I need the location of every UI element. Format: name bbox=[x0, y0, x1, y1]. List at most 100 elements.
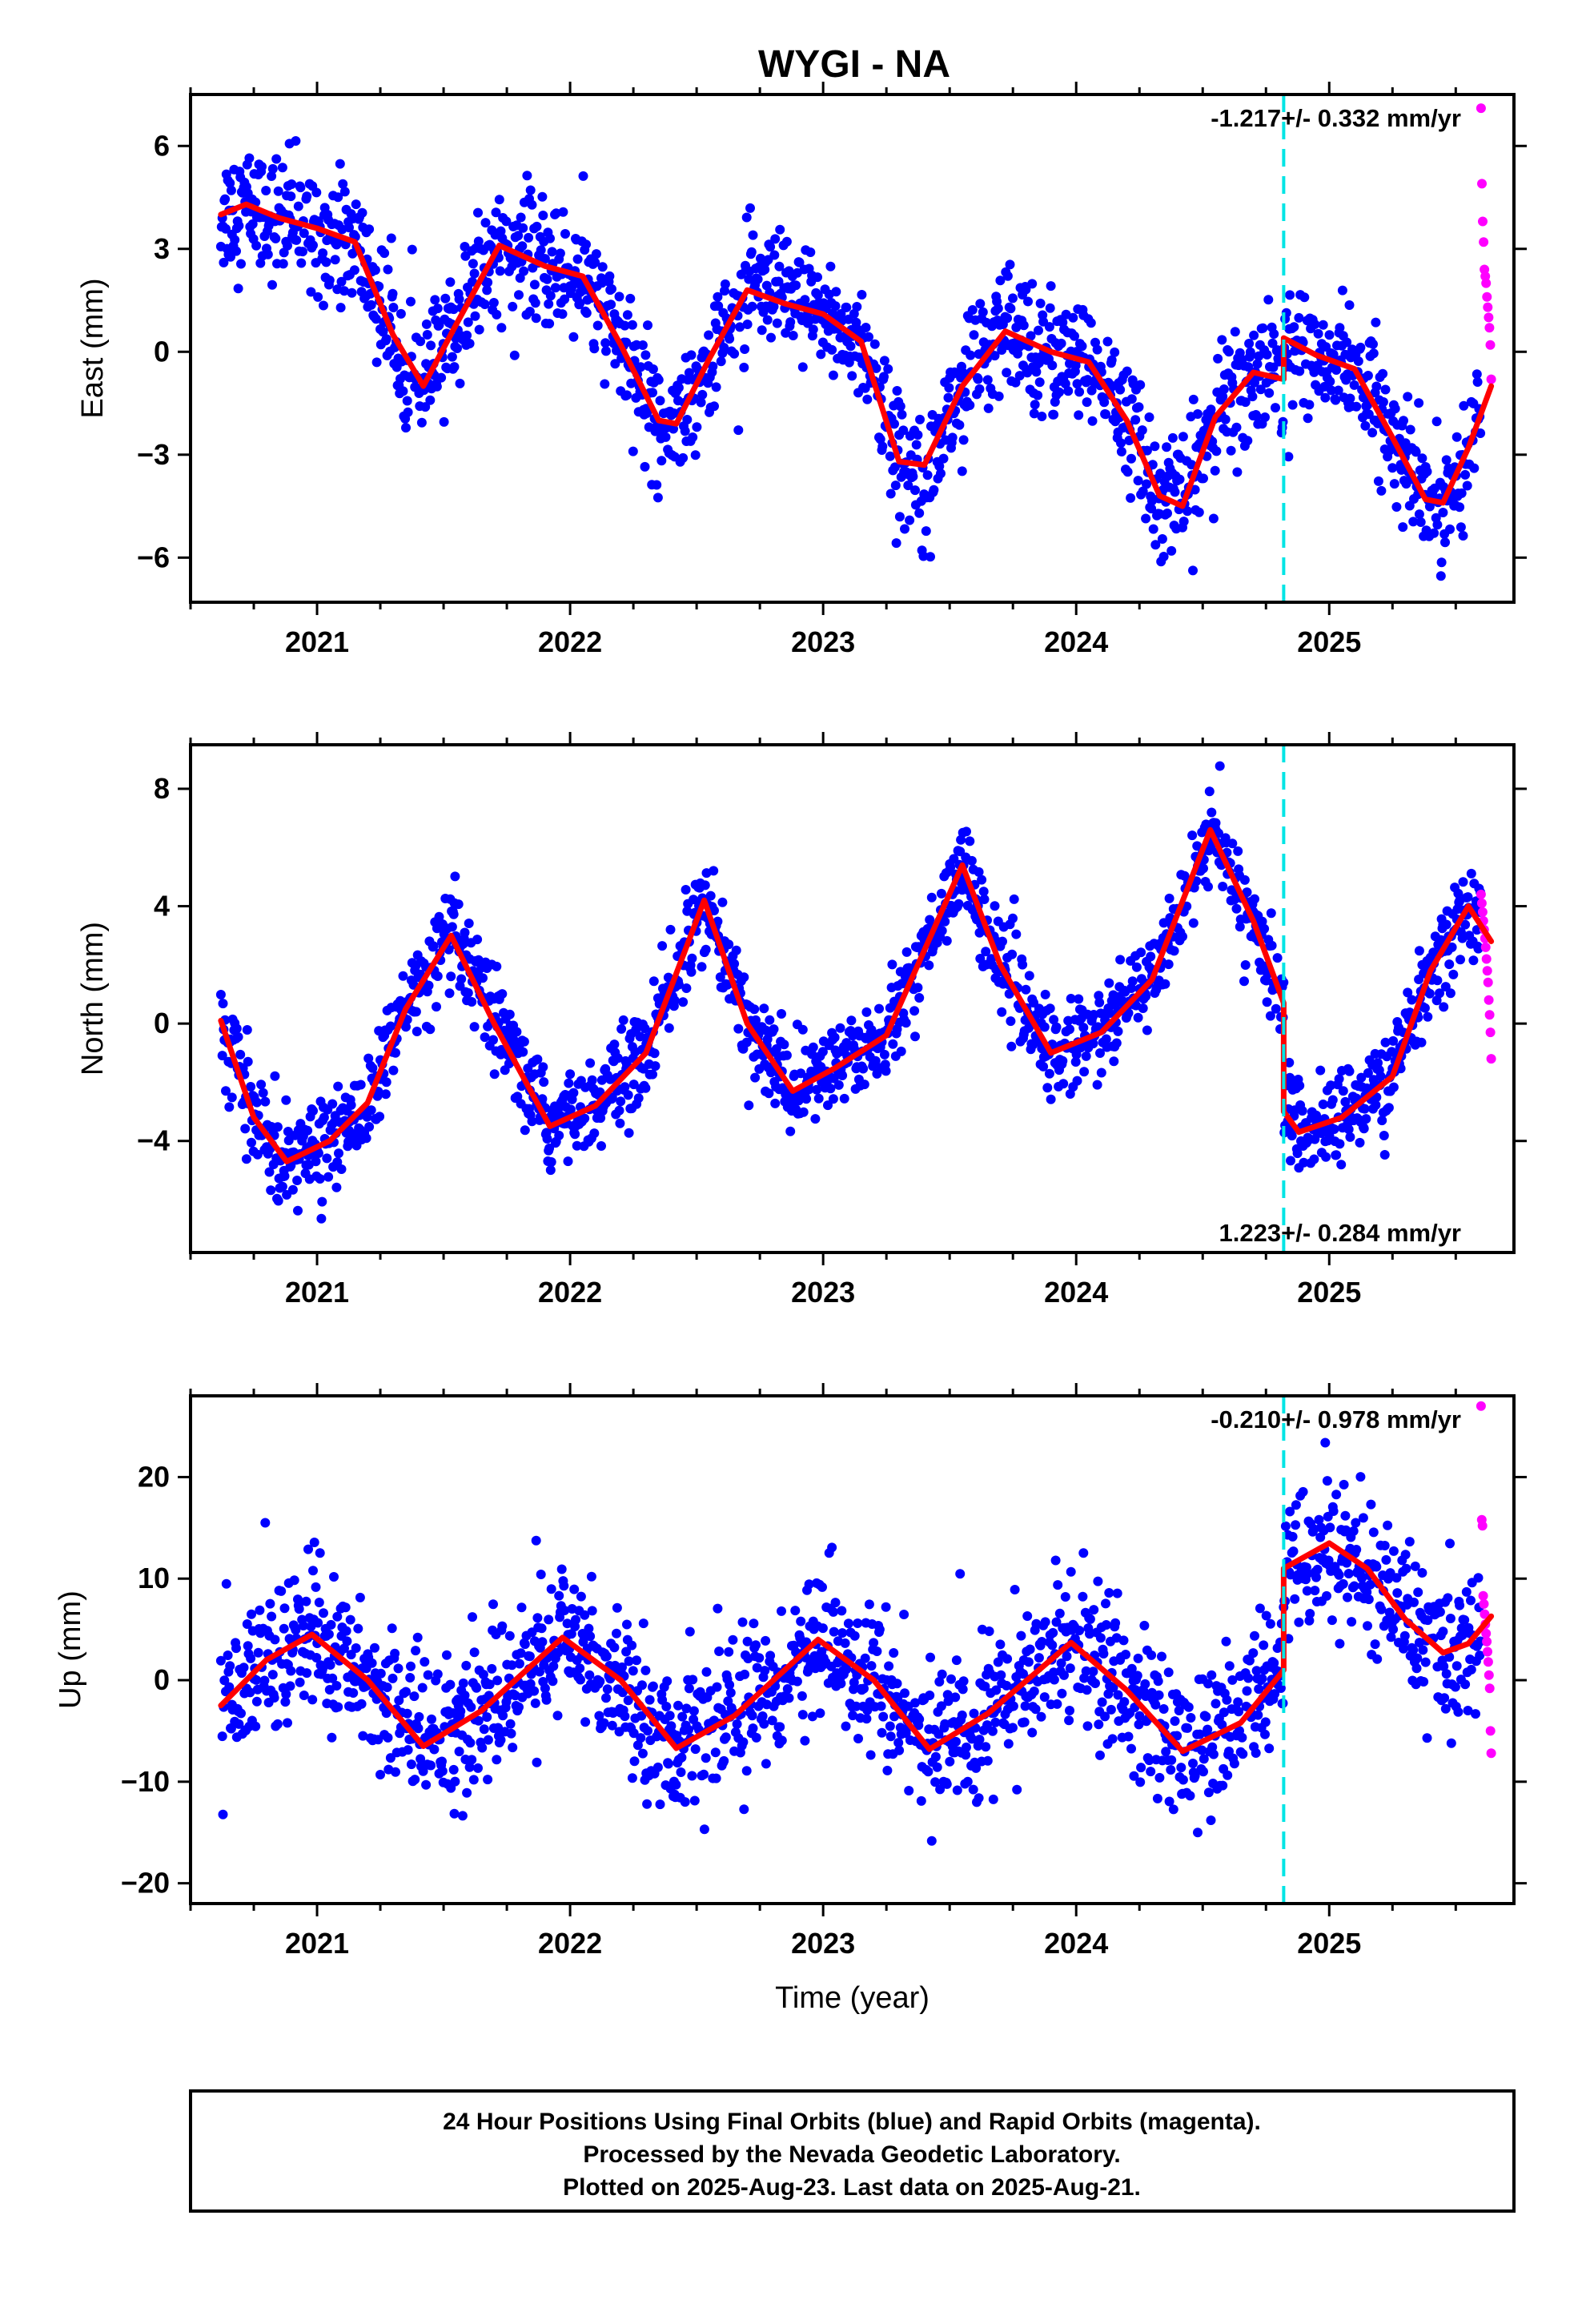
north-final-point-528 bbox=[620, 1082, 630, 1092]
up-final-point-611 bbox=[681, 1703, 692, 1714]
north-final-point-466 bbox=[570, 1129, 580, 1140]
north-final-point-427 bbox=[542, 1134, 552, 1144]
up-final-point-1467 bbox=[1351, 1545, 1362, 1554]
north-final-point-1514 bbox=[1375, 1071, 1386, 1081]
up-final-point-1321 bbox=[1238, 1749, 1248, 1759]
up-final-point-146 bbox=[329, 1572, 339, 1582]
north-final-point-895 bbox=[896, 1046, 906, 1056]
north-final-point-1271 bbox=[1188, 918, 1199, 928]
up-final-point-131 bbox=[318, 1663, 328, 1674]
north-rapid-point-1 bbox=[1476, 898, 1487, 908]
east-final-point-449 bbox=[560, 229, 570, 239]
north-final-point-746 bbox=[781, 1050, 792, 1060]
east-final-point-1548 bbox=[1414, 509, 1424, 520]
east-final-point-1044 bbox=[1021, 284, 1031, 295]
east-final-point-1303 bbox=[1220, 414, 1231, 424]
east-final-point-1134 bbox=[1087, 416, 1098, 426]
east-final-point-845 bbox=[864, 332, 873, 342]
east-final-point-306 bbox=[448, 304, 459, 315]
north-final-point-1037 bbox=[1006, 1041, 1017, 1051]
up-final-point-879 bbox=[893, 1738, 904, 1748]
north-final-point-1417 bbox=[1299, 1157, 1309, 1168]
up-final-point-648 bbox=[713, 1603, 723, 1614]
east-final-point-63 bbox=[261, 186, 271, 195]
east-rapid-point-11 bbox=[1485, 340, 1496, 350]
north-final-point-917 bbox=[914, 993, 925, 1003]
up-final-point-252 bbox=[411, 1646, 421, 1656]
north-final-point-637 bbox=[700, 880, 710, 891]
north-final-point-644 bbox=[705, 891, 716, 901]
up-final-point-1336 bbox=[1251, 1666, 1262, 1676]
east-final-point-781 bbox=[816, 349, 826, 360]
east-frame bbox=[189, 93, 1516, 604]
north-final-point-1236 bbox=[1160, 979, 1170, 989]
up-final-point-1269 bbox=[1197, 1745, 1207, 1755]
north-final-point-342 bbox=[478, 973, 488, 983]
east-final-point-1544 bbox=[1411, 447, 1421, 457]
north-final-point-809 bbox=[829, 1032, 840, 1043]
up-final-point-645 bbox=[710, 1747, 721, 1758]
east-final-point-1619 bbox=[1472, 377, 1483, 387]
up-final-point-481 bbox=[584, 1623, 594, 1634]
east-plot-area bbox=[215, 94, 1496, 602]
up-final-point-1099 bbox=[1065, 1706, 1074, 1715]
east-final-point-1120 bbox=[1077, 341, 1087, 352]
east-final-point-433 bbox=[547, 247, 557, 257]
up-final-point-411 bbox=[530, 1698, 540, 1708]
up-final-point-1543 bbox=[1410, 1561, 1420, 1571]
north-final-point-486 bbox=[587, 1075, 597, 1085]
up-final-point-828 bbox=[853, 1618, 863, 1628]
north-final-point-1130 bbox=[1079, 1067, 1090, 1077]
up-final-point-1315 bbox=[1233, 1697, 1243, 1707]
east-final-point-739 bbox=[785, 317, 796, 328]
east-final-point-360 bbox=[491, 207, 501, 218]
north-final-point-389 bbox=[512, 1092, 523, 1102]
up-final-point-1026 bbox=[1008, 1701, 1018, 1711]
north-final-point-729 bbox=[770, 1098, 781, 1108]
up-final-point-1196 bbox=[1139, 1620, 1150, 1630]
north-final-point-1176 bbox=[1111, 1038, 1122, 1048]
up-final-point-793 bbox=[827, 1542, 837, 1553]
east-final-point-1570 bbox=[1432, 520, 1443, 530]
up-final-point-310 bbox=[454, 1747, 464, 1757]
east-final-point-576 bbox=[655, 396, 665, 406]
up-final-point-318 bbox=[460, 1691, 470, 1700]
up-final-point-605 bbox=[677, 1752, 687, 1763]
east-final-point-339 bbox=[474, 324, 484, 335]
north-final-point-47 bbox=[251, 1097, 262, 1108]
up-final-point-60 bbox=[265, 1598, 275, 1609]
north-final-point-1300 bbox=[1211, 818, 1221, 828]
up-final-point-730 bbox=[777, 1735, 787, 1746]
north-final-point-54 bbox=[258, 1088, 268, 1098]
east-final-point-755 bbox=[797, 362, 808, 372]
east-final-point-1615 bbox=[1469, 463, 1480, 473]
up-final-point-255 bbox=[413, 1723, 424, 1734]
east-final-point-682 bbox=[741, 212, 752, 223]
up-final-point-749 bbox=[792, 1676, 802, 1687]
east-final-point-1528 bbox=[1399, 416, 1408, 426]
north-rapid-point-6 bbox=[1480, 942, 1491, 952]
up-final-point-1 bbox=[217, 1731, 227, 1742]
east-final-point-1314 bbox=[1230, 327, 1240, 337]
north-final-point-1241 bbox=[1163, 959, 1174, 970]
up-final-point-1623 bbox=[1473, 1573, 1484, 1583]
north-final-point-223 bbox=[385, 1021, 396, 1031]
north-final-point-395 bbox=[518, 1047, 528, 1057]
north-final-point-1399 bbox=[1286, 1156, 1295, 1166]
east-final-point-345 bbox=[480, 300, 490, 309]
north-final-point-1519 bbox=[1379, 1150, 1390, 1160]
north-final-point-578 bbox=[657, 941, 668, 951]
up-final-point-1134 bbox=[1093, 1576, 1103, 1586]
north-final-point-297 bbox=[446, 971, 456, 982]
east-final-point-1357 bbox=[1263, 295, 1274, 305]
east-final-point-896 bbox=[905, 515, 915, 525]
up-final-point-597 bbox=[671, 1779, 681, 1790]
east-final-point-20 bbox=[230, 235, 240, 245]
up-final-point-378 bbox=[505, 1719, 516, 1729]
up-final-point-475 bbox=[580, 1610, 590, 1620]
east-final-point-372 bbox=[501, 216, 512, 227]
east-final-point-841 bbox=[861, 323, 871, 332]
north-final-point-1129 bbox=[1078, 1023, 1089, 1033]
east-final-point-510 bbox=[607, 283, 616, 294]
